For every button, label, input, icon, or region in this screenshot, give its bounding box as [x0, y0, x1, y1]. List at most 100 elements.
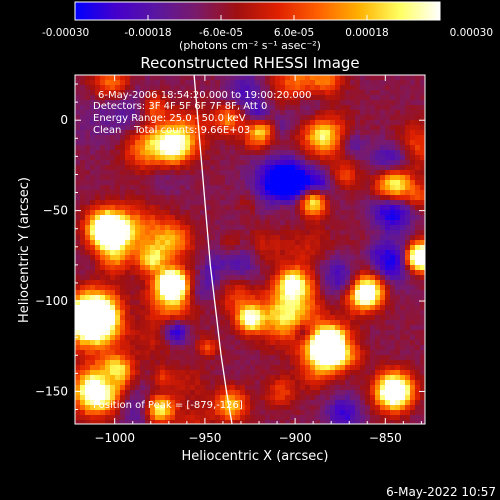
heatmap-cell	[180, 295, 185, 300]
heatmap-cell	[125, 415, 130, 420]
heatmap-cell	[270, 265, 275, 270]
heatmap-cell	[260, 210, 265, 215]
heatmap-cell	[140, 135, 145, 140]
heatmap-cell	[380, 400, 385, 405]
heatmap-cell	[355, 395, 360, 400]
heatmap-cell	[265, 165, 270, 170]
heatmap-cell	[360, 265, 365, 270]
y-tick-label: −100	[35, 294, 68, 308]
heatmap-cell	[280, 275, 285, 280]
heatmap-cell	[320, 410, 325, 415]
heatmap-cell	[415, 390, 420, 395]
heatmap-cell	[90, 100, 95, 105]
heatmap-cell	[285, 175, 290, 180]
heatmap-cell	[350, 100, 355, 105]
heatmap-cell	[325, 310, 330, 315]
heatmap-cell	[265, 120, 270, 125]
heatmap-cell	[350, 420, 355, 424]
heatmap-cell	[310, 300, 315, 305]
heatmap-cell	[115, 315, 120, 320]
heatmap-cell	[140, 270, 145, 275]
heatmap-cell	[275, 240, 280, 245]
heatmap-cell	[110, 140, 115, 145]
heatmap-cell	[215, 300, 220, 305]
heatmap-cell	[415, 315, 420, 320]
heatmap-cell	[235, 295, 240, 300]
heatmap-cell	[130, 215, 135, 220]
heatmap-cell	[380, 240, 385, 245]
heatmap-cell	[120, 370, 125, 375]
heatmap-cell	[280, 250, 285, 255]
heatmap-cell	[300, 115, 305, 120]
heatmap-cell	[95, 410, 100, 415]
heatmap-cell	[165, 345, 170, 350]
heatmap-cell	[405, 190, 410, 195]
heatmap-cell	[375, 210, 380, 215]
heatmap-cell	[80, 85, 85, 90]
heatmap-cell	[250, 370, 255, 375]
heatmap-cell	[410, 135, 415, 140]
heatmap-cell	[265, 85, 270, 90]
heatmap-cell	[410, 415, 415, 420]
heatmap-cell	[320, 165, 325, 170]
heatmap-cell	[290, 115, 295, 120]
heatmap-cell	[105, 305, 110, 310]
heatmap-cell	[375, 215, 380, 220]
heatmap-cell	[315, 280, 320, 285]
heatmap-cell	[185, 90, 190, 95]
heatmap-cell	[170, 265, 175, 270]
heatmap-cell	[90, 310, 95, 315]
heatmap-cell	[200, 205, 205, 210]
heatmap-cell	[135, 365, 140, 370]
heatmap-cell	[175, 140, 180, 145]
heatmap-cell	[310, 165, 315, 170]
heatmap-cell	[290, 165, 295, 170]
heatmap-cell	[235, 125, 240, 130]
heatmap-cell	[370, 125, 375, 130]
heatmap-cell	[240, 145, 245, 150]
heatmap-cell	[115, 380, 120, 385]
heatmap-cell	[195, 235, 200, 240]
heatmap-cell	[340, 85, 345, 90]
heatmap-cell	[350, 185, 355, 190]
heatmap-cell	[365, 415, 370, 420]
heatmap-cell	[420, 165, 425, 170]
heatmap-cell	[290, 105, 295, 110]
heatmap-cell	[80, 165, 85, 170]
heatmap-cell	[260, 415, 265, 420]
heatmap-cell	[420, 305, 425, 310]
heatmap-cell	[335, 240, 340, 245]
heatmap-cell	[270, 90, 275, 95]
heatmap-cell	[160, 310, 165, 315]
heatmap-cell	[210, 155, 215, 160]
heatmap-cell	[225, 260, 230, 265]
heatmap-cell	[310, 105, 315, 110]
heatmap-cell	[205, 130, 210, 135]
heatmap-cell	[240, 95, 245, 100]
heatmap-cell	[250, 220, 255, 225]
heatmap-cell	[195, 340, 200, 345]
heatmap-cell	[410, 355, 415, 360]
heatmap-cell	[135, 210, 140, 215]
heatmap-cell	[230, 280, 235, 285]
heatmap-cell	[80, 310, 85, 315]
heatmap-cell	[385, 150, 390, 155]
heatmap-cell	[250, 195, 255, 200]
heatmap-cell	[165, 290, 170, 295]
heatmap-cell	[360, 260, 365, 265]
heatmap-cell	[300, 395, 305, 400]
heatmap-cell	[325, 115, 330, 120]
heatmap-cell	[385, 240, 390, 245]
heatmap-cell	[330, 75, 335, 80]
heatmap-cell	[165, 195, 170, 200]
heatmap-cell	[335, 315, 340, 320]
heatmap-cell	[175, 85, 180, 90]
heatmap-cell	[350, 400, 355, 405]
heatmap-cell	[300, 325, 305, 330]
heatmap-cell	[170, 170, 175, 175]
heatmap-cell	[410, 215, 415, 220]
heatmap-cell	[280, 310, 285, 315]
heatmap-cell	[170, 165, 175, 170]
heatmap-cell	[130, 355, 135, 360]
heatmap-cell	[155, 235, 160, 240]
